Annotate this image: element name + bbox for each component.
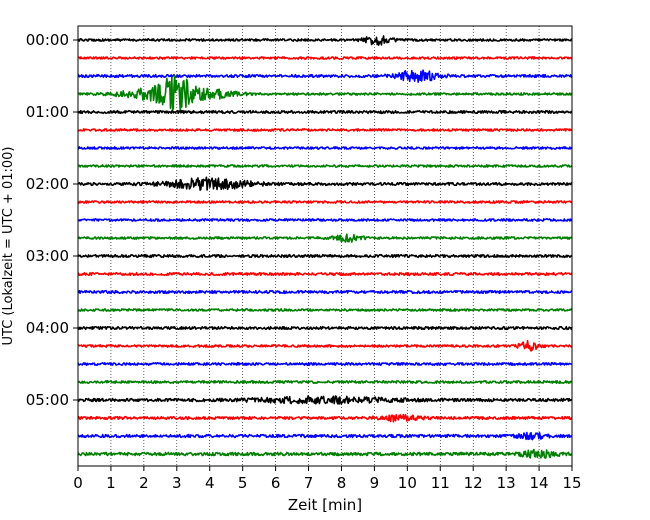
x-tick-label-12: 12 bbox=[464, 474, 483, 492]
y-tick-label-0400: 04:00 bbox=[26, 319, 69, 337]
trace-0115 bbox=[77, 128, 573, 132]
x-tick-label-6: 6 bbox=[271, 474, 281, 492]
trace-0045 bbox=[77, 74, 573, 114]
vertical-grid-lines bbox=[110, 26, 540, 466]
trace-0130 bbox=[77, 146, 573, 150]
trace-0100 bbox=[77, 109, 573, 115]
trace-0315 bbox=[77, 271, 573, 277]
trace-0030 bbox=[77, 69, 573, 83]
plot-frame bbox=[77, 25, 573, 467]
trace-0000 bbox=[77, 35, 573, 46]
y-tick-label-0000: 00:00 bbox=[26, 31, 69, 49]
x-tick-label-2: 2 bbox=[139, 474, 149, 492]
x-tick-label-9: 9 bbox=[370, 474, 380, 492]
x-tick-label-13: 13 bbox=[497, 474, 516, 492]
x-axis-label: Zeit [min] bbox=[288, 496, 362, 514]
y-tick-label-0500: 05:00 bbox=[26, 391, 69, 409]
trace-0445 bbox=[77, 379, 573, 385]
trace-0330 bbox=[77, 289, 573, 295]
x-axis-ticks: 0 1 2 3 4 5 6 7 8 9 10 11 12 13 14 15 bbox=[73, 466, 582, 492]
y-axis-label: UTC (Lokalzeit = UTC + 01:00) bbox=[1, 147, 16, 346]
x-tick-label-0: 0 bbox=[73, 474, 83, 492]
x-tick-label-10: 10 bbox=[398, 474, 417, 492]
trace-0515 bbox=[77, 413, 573, 423]
trace-0345 bbox=[77, 308, 573, 312]
trace-0300 bbox=[77, 253, 573, 259]
x-tick-label-3: 3 bbox=[172, 474, 182, 492]
trace-0545 bbox=[77, 448, 573, 459]
trace-0215 bbox=[77, 200, 573, 204]
trace-0530 bbox=[77, 431, 573, 441]
y-tick-label-0100: 01:00 bbox=[26, 103, 69, 121]
x-tick-label-1: 1 bbox=[106, 474, 116, 492]
y-axis-ticks: 00:00 01:00 02:00 03:00 04:00 05:00 bbox=[26, 31, 78, 409]
trace-0245 bbox=[77, 233, 573, 243]
seismic-traces bbox=[77, 35, 573, 459]
x-tick-label-7: 7 bbox=[304, 474, 314, 492]
x-tick-label-8: 8 bbox=[337, 474, 347, 492]
trace-0430 bbox=[77, 362, 573, 366]
trace-0400 bbox=[77, 325, 573, 331]
y-tick-label-0300: 03:00 bbox=[26, 247, 69, 265]
trace-0500 bbox=[77, 395, 573, 405]
trace-0415 bbox=[77, 339, 573, 352]
trace-0145 bbox=[77, 164, 573, 168]
y-tick-label-0200: 02:00 bbox=[26, 175, 69, 193]
trace-0015 bbox=[77, 56, 573, 60]
trace-0200 bbox=[77, 176, 573, 191]
x-tick-label-5: 5 bbox=[238, 474, 248, 492]
x-tick-label-11: 11 bbox=[431, 474, 450, 492]
x-tick-label-14: 14 bbox=[530, 474, 549, 492]
x-tick-label-4: 4 bbox=[205, 474, 215, 492]
trace-0230 bbox=[77, 218, 573, 222]
x-tick-label-15: 15 bbox=[562, 474, 581, 492]
